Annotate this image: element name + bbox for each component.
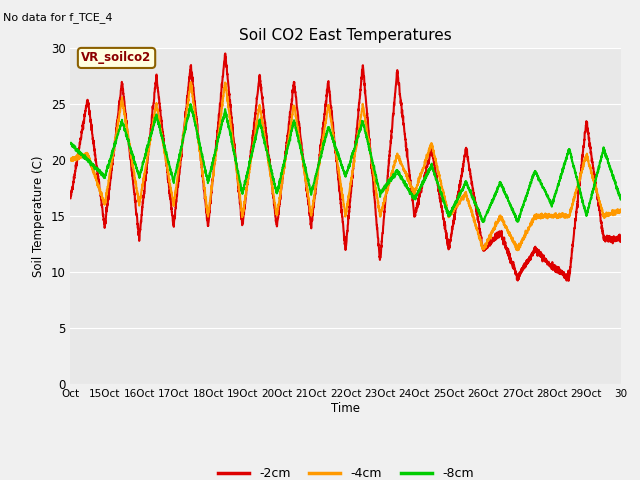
- -2cm: [67, 195, 74, 201]
- -8cm: [611, 179, 619, 185]
- -4cm: [187, 79, 195, 85]
- -8cm: [67, 140, 74, 146]
- -4cm: [465, 201, 472, 207]
- -2cm: [417, 190, 424, 195]
- -4cm: [67, 157, 74, 163]
- -8cm: [500, 186, 508, 192]
- -8cm: [533, 172, 541, 178]
- -2cm: [465, 161, 472, 167]
- -2cm: [221, 50, 229, 56]
- Legend: -2cm, -4cm, -8cm: -2cm, -4cm, -8cm: [212, 462, 479, 480]
- -2cm: [617, 235, 625, 240]
- -2cm: [500, 240, 508, 246]
- Title: Soil CO2 East Temperatures: Soil CO2 East Temperatures: [239, 28, 452, 43]
- -4cm: [500, 222, 508, 228]
- -2cm: [565, 278, 573, 284]
- -8cm: [479, 219, 487, 225]
- -4cm: [417, 174, 424, 180]
- Line: -2cm: -2cm: [70, 53, 621, 281]
- -8cm: [179, 138, 187, 144]
- -8cm: [417, 184, 424, 190]
- -4cm: [179, 134, 187, 140]
- -4cm: [533, 212, 541, 217]
- -2cm: [179, 134, 187, 140]
- X-axis label: Time: Time: [331, 402, 360, 415]
- -8cm: [617, 197, 625, 203]
- -4cm: [514, 247, 522, 253]
- -8cm: [187, 101, 195, 107]
- -2cm: [533, 246, 541, 252]
- -8cm: [465, 185, 472, 191]
- -4cm: [611, 207, 619, 213]
- Line: -4cm: -4cm: [70, 82, 621, 250]
- -4cm: [617, 209, 625, 215]
- Text: VR_soilco2: VR_soilco2: [81, 51, 152, 64]
- Line: -8cm: -8cm: [70, 104, 621, 222]
- -2cm: [611, 239, 619, 244]
- Y-axis label: Soil Temperature (C): Soil Temperature (C): [32, 155, 45, 277]
- Text: No data for f_TCE_4: No data for f_TCE_4: [3, 12, 113, 23]
